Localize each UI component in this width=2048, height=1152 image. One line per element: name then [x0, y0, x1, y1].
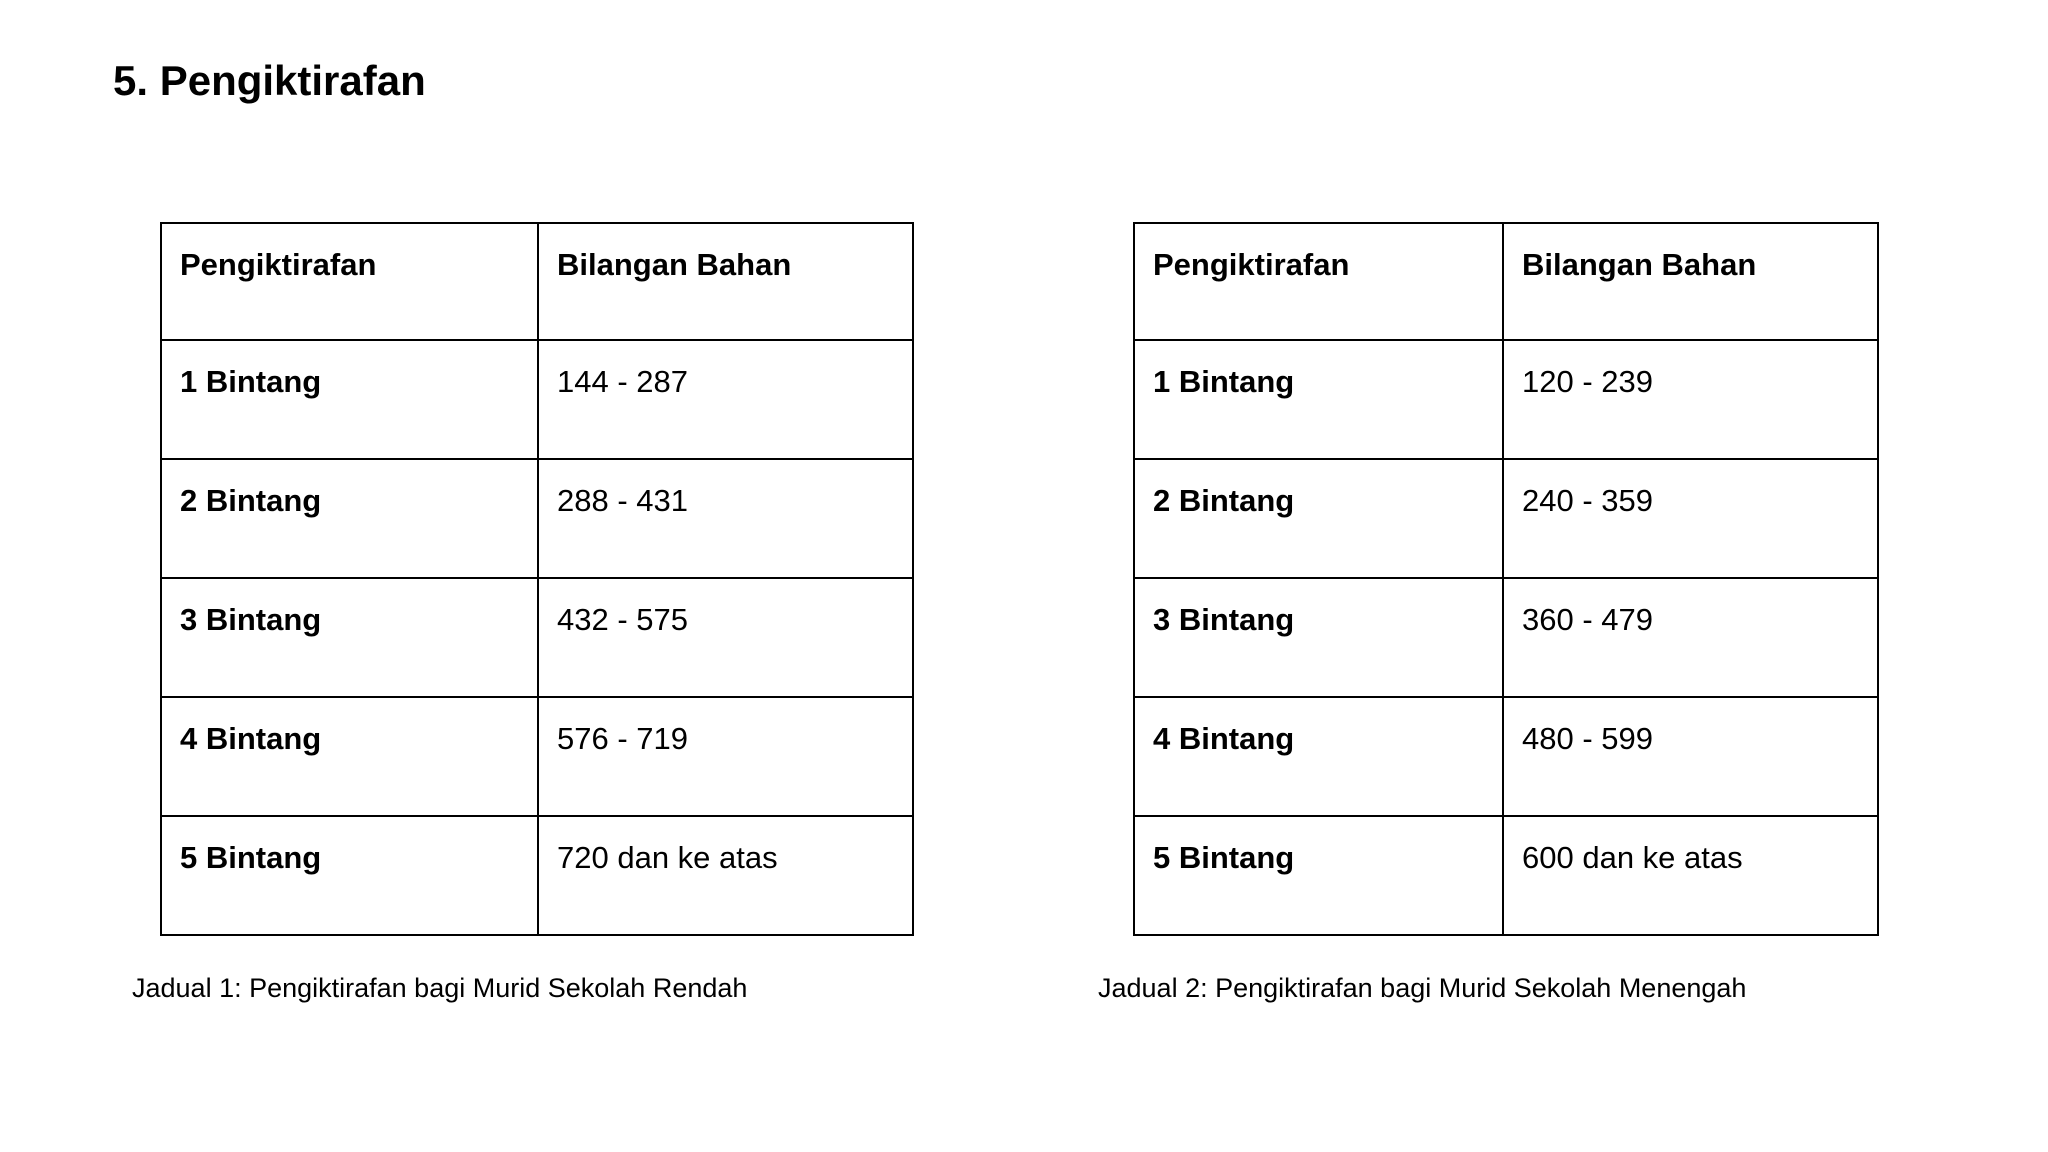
table-row: 5 Bintang 600 dan ke atas: [1133, 815, 1879, 936]
table-row: 1 Bintang 144 - 287: [160, 339, 914, 460]
table-row: 4 Bintang 480 - 599: [1133, 696, 1879, 817]
table-caption-jadual-1: Jadual 1: Pengiktirafan bagi Murid Sekol…: [132, 973, 748, 1003]
star-level-cell: 4 Bintang: [160, 696, 539, 817]
header-cell-bilangan-bahan: Bilangan Bahan: [1502, 222, 1879, 341]
table-header-row: Pengiktirafan Bilangan Bahan: [1133, 222, 1879, 341]
table-block-sekolah-menengah: Pengiktirafan Bilangan Bahan 1 Bintang 1…: [1098, 222, 1879, 1003]
star-level-cell: 2 Bintang: [1133, 458, 1504, 579]
recognition-table-sekolah-menengah: Pengiktirafan Bilangan Bahan 1 Bintang 1…: [1133, 222, 1879, 936]
star-level-cell: 2 Bintang: [160, 458, 539, 579]
star-level-cell: 1 Bintang: [160, 339, 539, 460]
range-cell: 120 - 239: [1502, 339, 1879, 460]
table-row: 3 Bintang 432 - 575: [160, 577, 914, 698]
table-row: 1 Bintang 120 - 239: [1133, 339, 1879, 460]
range-cell: 360 - 479: [1502, 577, 1879, 698]
star-level-cell: 1 Bintang: [1133, 339, 1504, 460]
table-header-row: Pengiktirafan Bilangan Bahan: [160, 222, 914, 341]
range-cell: 576 - 719: [537, 696, 914, 817]
star-level-cell: 3 Bintang: [1133, 577, 1504, 698]
range-cell: 480 - 599: [1502, 696, 1879, 817]
star-level-cell: 5 Bintang: [160, 815, 539, 936]
star-level-cell: 4 Bintang: [1133, 696, 1504, 817]
range-cell: 240 - 359: [1502, 458, 1879, 579]
table-row: 2 Bintang 240 - 359: [1133, 458, 1879, 579]
table-row: 5 Bintang 720 dan ke atas: [160, 815, 914, 936]
table-row: 2 Bintang 288 - 431: [160, 458, 914, 579]
header-cell-pengiktirafan: Pengiktirafan: [160, 222, 539, 341]
range-cell: 720 dan ke atas: [537, 815, 914, 936]
star-level-cell: 5 Bintang: [1133, 815, 1504, 936]
star-level-cell: 3 Bintang: [160, 577, 539, 698]
recognition-table-sekolah-rendah: Pengiktirafan Bilangan Bahan 1 Bintang 1…: [160, 222, 914, 936]
range-cell: 288 - 431: [537, 458, 914, 579]
range-cell: 600 dan ke atas: [1502, 815, 1879, 936]
header-cell-bilangan-bahan: Bilangan Bahan: [537, 222, 914, 341]
header-cell-pengiktirafan: Pengiktirafan: [1133, 222, 1504, 341]
table-block-sekolah-rendah: Pengiktirafan Bilangan Bahan 1 Bintang 1…: [132, 222, 914, 1003]
range-cell: 432 - 575: [537, 577, 914, 698]
table-row: 3 Bintang 360 - 479: [1133, 577, 1879, 698]
range-cell: 144 - 287: [537, 339, 914, 460]
section-heading: 5. Pengiktirafan: [113, 57, 426, 104]
table-row: 4 Bintang 576 - 719: [160, 696, 914, 817]
table-caption-jadual-2: Jadual 2: Pengiktirafan bagi Murid Sekol…: [1098, 973, 1747, 1003]
